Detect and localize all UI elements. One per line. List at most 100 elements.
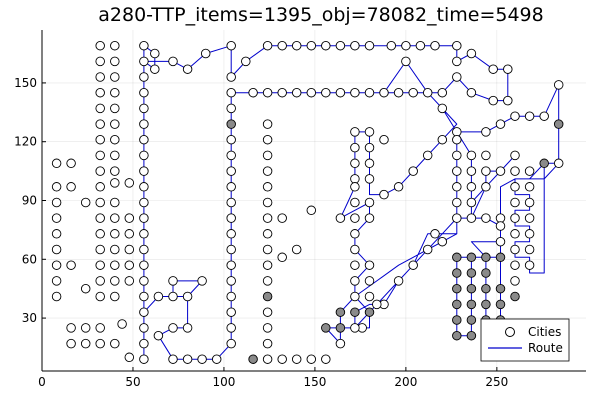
city-point [124, 352, 135, 363]
item-city-point [452, 330, 462, 341]
city-point [95, 72, 105, 82]
city-point [262, 150, 273, 161]
city-point [524, 229, 535, 239]
city-point [95, 150, 105, 161]
city-point [510, 213, 520, 223]
city-point [350, 276, 360, 286]
city-point [379, 134, 389, 145]
city-point [524, 260, 535, 270]
city-point [124, 276, 135, 286]
city-point [110, 178, 120, 188]
city-point [350, 40, 360, 51]
city-point [110, 213, 120, 223]
city-point [139, 182, 149, 192]
item-city-point [364, 307, 375, 317]
city-point [262, 213, 273, 223]
city-point [168, 291, 178, 302]
y-tick-label: 60 [22, 252, 37, 266]
city-point [95, 260, 105, 270]
city-point [401, 40, 411, 51]
city-point [437, 134, 448, 145]
city-point [335, 213, 346, 223]
city-point [291, 87, 302, 98]
city-point [139, 323, 149, 333]
city-point [481, 127, 491, 137]
item-city-point [495, 283, 506, 294]
city-point [321, 87, 331, 98]
city-point [95, 103, 105, 114]
city-point [422, 244, 433, 255]
city-point [350, 213, 360, 223]
city-point [306, 87, 317, 98]
city-point [226, 291, 236, 302]
city-point [124, 229, 135, 239]
legend-cities-label: Cities [528, 325, 561, 339]
city-point [139, 354, 149, 364]
city-point [139, 229, 149, 239]
city-point [503, 95, 513, 106]
city-point [510, 260, 520, 270]
city-point [306, 205, 317, 216]
city-point [200, 48, 211, 59]
city-point [350, 323, 360, 333]
city-point [262, 87, 273, 98]
city-point [226, 150, 236, 161]
city-point [466, 87, 477, 98]
city-point [110, 338, 120, 349]
city-point [182, 64, 193, 74]
item-city-point [553, 119, 564, 129]
city-point [110, 134, 120, 145]
y-tick-label: 90 [22, 194, 37, 208]
item-city-point [452, 268, 462, 278]
city-point [495, 166, 506, 176]
city-point [408, 166, 418, 176]
city-point [80, 323, 91, 333]
city-point [524, 213, 535, 223]
city-point [422, 87, 433, 98]
city-point [452, 72, 462, 82]
city-point [262, 40, 273, 51]
city-point [291, 40, 302, 51]
city-point [226, 166, 236, 176]
city-point [364, 87, 375, 98]
city-point [262, 244, 273, 255]
city-point [364, 127, 375, 137]
city-point [262, 260, 273, 270]
city-point [495, 213, 506, 223]
city-point [466, 166, 477, 176]
y-tick-label: 30 [22, 311, 37, 325]
city-point [226, 197, 236, 208]
city-point [110, 291, 120, 302]
city-point [495, 119, 506, 129]
city-point [350, 229, 360, 239]
city-point [452, 197, 462, 208]
city-point [80, 283, 91, 294]
city-point [95, 244, 105, 255]
city-point [452, 56, 462, 67]
city-point [379, 189, 389, 200]
city-point [153, 291, 164, 302]
city-point [110, 87, 120, 98]
city-point [262, 229, 273, 239]
city-point [51, 213, 62, 223]
city-point [95, 323, 105, 333]
item-city-point [466, 252, 477, 263]
city-point [262, 197, 273, 208]
y-tick-label: 120 [14, 135, 37, 149]
city-point [408, 87, 418, 98]
city-point [481, 182, 491, 192]
city-point [393, 276, 404, 286]
legend-box [480, 318, 570, 362]
city-point [95, 197, 105, 208]
city-point [226, 72, 236, 82]
city-point [364, 291, 375, 302]
x-tick-label: 250 [485, 375, 508, 389]
city-point [437, 87, 448, 98]
city-point [430, 40, 440, 51]
city-point [248, 87, 258, 98]
item-city-point [510, 291, 520, 302]
city-point [452, 40, 462, 51]
city-point [452, 213, 462, 223]
city-point [510, 166, 520, 176]
city-point [95, 40, 105, 51]
